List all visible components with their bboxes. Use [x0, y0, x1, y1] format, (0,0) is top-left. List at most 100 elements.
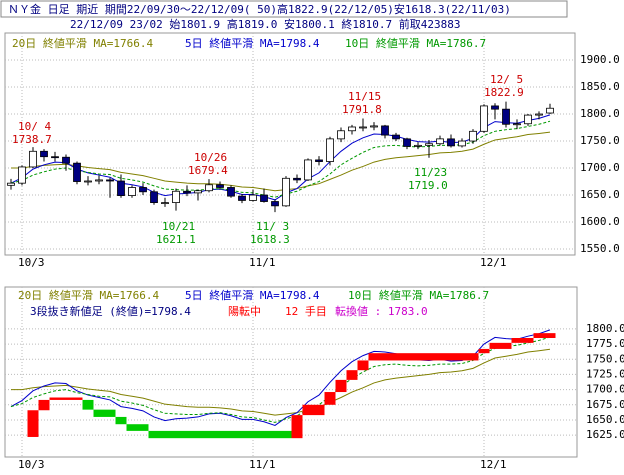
candle-body: [469, 130, 477, 142]
brick: [115, 416, 127, 425]
candle-body: [150, 191, 158, 204]
candle-body: [293, 177, 301, 181]
candle-body: [128, 187, 136, 196]
ma-line: [11, 348, 551, 416]
annotation-value: 1738.7: [12, 133, 52, 146]
candle-body: [502, 108, 510, 125]
y-tick-label: 1850.0: [580, 80, 620, 93]
candle-body: [161, 202, 169, 205]
candle-body: [436, 138, 444, 145]
candle-body: [62, 156, 70, 164]
annotation-value: 1719.0: [408, 179, 448, 192]
brick: [126, 424, 149, 431]
candle-body: [117, 180, 125, 196]
y-tick-label: 1650.0: [580, 188, 620, 201]
candle-body: [480, 105, 488, 132]
legend-entry: 20日 終値平滑 MA=1766.4: [18, 288, 159, 302]
brick: [302, 404, 325, 416]
brick: [478, 348, 490, 354]
brick: [27, 410, 39, 437]
brick: [368, 353, 479, 361]
x-tick-label: 12/1: [480, 256, 507, 269]
header-line2: 22/12/09 23/02 始1801.9 高1819.0 安1800.1 終…: [70, 17, 461, 31]
candle-body: [106, 179, 114, 182]
x-tick-label: 11/1: [249, 458, 276, 471]
brick: [291, 415, 303, 439]
y-tick-label: 1700.0: [586, 383, 624, 396]
y-tick-label: 1550.0: [580, 242, 620, 255]
candle-body: [172, 190, 180, 204]
brick: [93, 409, 116, 417]
header-box: [0, 0, 568, 18]
candle-body: [414, 144, 422, 147]
ma-line: [10, 120, 551, 198]
candle-body: [524, 114, 532, 125]
brick: [533, 333, 556, 338]
candle-body: [425, 143, 433, 146]
info-text: 12 手目: [285, 304, 327, 318]
annotation-value: 1822.9: [484, 86, 524, 99]
y-tick-label: 1775.0: [586, 337, 624, 350]
candle-body: [304, 159, 312, 181]
candle-body: [95, 179, 103, 182]
legend-entry: 5日 終値平滑 MA=1798.4: [185, 36, 320, 50]
brick: [49, 397, 83, 400]
y-tick-label: 1750.0: [586, 352, 624, 365]
candle-body: [370, 125, 378, 128]
candle-body: [51, 156, 59, 159]
candle-body: [491, 105, 499, 110]
y-tick-label: 1900.0: [580, 53, 620, 66]
candle-body: [392, 134, 400, 140]
candle-body: [260, 194, 268, 202]
candle-body: [271, 201, 279, 207]
brick: [148, 430, 292, 439]
brick: [38, 399, 50, 411]
candle-body: [546, 107, 554, 114]
y-tick-label: 1725.0: [586, 367, 624, 380]
candle-body: [535, 113, 543, 116]
y-tick-label: 1800.0: [580, 107, 620, 120]
annotation-date: 11/15: [348, 90, 381, 103]
candle-body: [282, 177, 290, 207]
header-line1: ＮＹ金 日足 期近 期間22/09/30～22/12/09( 50)高1822.…: [8, 2, 511, 16]
candle-body: [348, 126, 356, 132]
y-tick-label: 1600.0: [580, 215, 620, 228]
annotation-value: 1618.3: [250, 233, 290, 246]
annotation-value: 1621.1: [156, 233, 196, 246]
x-tick-label: 11/1: [249, 256, 276, 269]
y-tick-label: 1650.0: [586, 413, 624, 426]
x-tick-label: 12/1: [480, 458, 507, 471]
candle-body: [249, 194, 257, 201]
candle-body: [238, 195, 246, 201]
brick: [511, 338, 534, 343]
annotation-date: 10/26: [194, 151, 227, 164]
ma-line: [11, 131, 551, 192]
candle-body: [403, 138, 411, 147]
annotation-value: 1791.8: [342, 103, 382, 116]
brick: [346, 370, 358, 380]
ma-line: [10, 114, 551, 201]
info-text: 3段抜き新値足 (終値)=1798.4: [30, 304, 191, 318]
candle-body: [194, 190, 202, 194]
brick: [82, 399, 94, 410]
candle-body: [381, 125, 389, 136]
y-tick-label: 1700.0: [580, 161, 620, 174]
annotation-date: 12/ 5: [490, 73, 523, 86]
candle-body: [326, 138, 334, 162]
annotation-date: 11/23: [414, 166, 447, 179]
candle-body: [7, 182, 15, 186]
legend-entry: 20日 終値平滑 MA=1766.4: [12, 36, 153, 50]
brick: [489, 342, 512, 349]
y-tick-label: 1750.0: [580, 134, 620, 147]
candle-body: [73, 162, 81, 182]
candle-body: [458, 140, 466, 147]
brick: [335, 379, 347, 393]
candle-body: [139, 187, 147, 193]
x-tick-label: 10/3: [18, 458, 45, 471]
candle-body: [40, 150, 48, 158]
candle-body: [447, 138, 455, 147]
annotation-value: 1679.4: [188, 164, 228, 177]
candle-body: [216, 184, 224, 188]
